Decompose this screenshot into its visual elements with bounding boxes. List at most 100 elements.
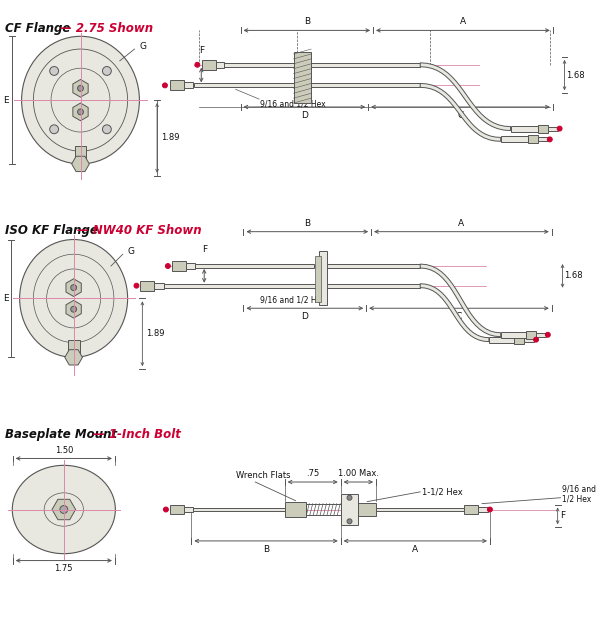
Bar [526,331,536,339]
Text: Wrench Flats: Wrench Flats [236,471,290,480]
Bar [307,503,341,516]
Bar [514,336,524,343]
Text: E: E [3,96,8,105]
Bar [293,52,311,103]
Bar [194,84,310,87]
Bar [191,507,285,511]
Ellipse shape [12,466,115,554]
Circle shape [103,66,112,75]
Text: 1.50: 1.50 [55,446,73,455]
Text: 1.89: 1.89 [161,133,179,142]
Polygon shape [71,156,89,172]
Bar [536,333,546,337]
Circle shape [347,495,352,500]
Circle shape [103,125,112,134]
Text: .75: .75 [306,469,319,478]
Bar [478,507,488,512]
Text: A: A [412,545,418,554]
Text: B: B [263,545,269,554]
Polygon shape [66,279,81,296]
Circle shape [50,125,59,134]
Circle shape [166,264,170,269]
Text: 9/16 and
1/2 Hex: 9/16 and 1/2 Hex [562,484,596,503]
Bar [74,146,86,164]
Text: C: C [456,312,462,321]
Text: Baseplate Mount: Baseplate Mount [5,428,121,441]
Text: E: E [3,294,8,303]
Bar [224,63,310,67]
Polygon shape [66,300,81,318]
Text: 9/16 and 1/2 Hex: 9/16 and 1/2 Hex [260,296,326,305]
Text: B: B [304,17,310,26]
Polygon shape [420,63,511,131]
Bar [511,125,538,132]
Text: C: C [457,111,464,120]
Text: — 1-Inch Bolt: — 1-Inch Bolt [93,428,181,441]
Bar [170,505,184,514]
Bar [170,80,184,90]
Circle shape [545,332,550,337]
Circle shape [60,505,68,513]
Circle shape [134,283,139,288]
Bar [501,332,526,338]
Bar [341,494,358,525]
Bar [285,502,307,518]
Bar [327,264,420,268]
Circle shape [195,62,200,68]
Bar [524,338,534,341]
Circle shape [50,66,59,75]
Ellipse shape [22,36,139,164]
Polygon shape [420,84,501,141]
Text: G: G [139,42,146,51]
Circle shape [547,137,552,142]
Polygon shape [52,500,76,520]
Polygon shape [420,284,489,341]
Circle shape [77,109,83,115]
Bar [311,84,420,87]
Bar [184,507,193,512]
Text: D: D [301,312,308,321]
Bar [489,337,514,343]
Bar [202,60,216,69]
Text: G: G [128,247,134,256]
Text: 1.00 Max.: 1.00 Max. [338,469,379,478]
Bar [184,82,193,88]
Bar [538,125,548,132]
Bar [327,284,420,287]
Text: D: D [301,111,308,120]
Text: B: B [304,219,310,228]
Polygon shape [65,350,82,365]
Bar [538,138,548,141]
Bar [154,283,164,289]
Bar [185,263,196,269]
Bar [216,62,224,68]
Circle shape [347,519,352,524]
Text: 1.89: 1.89 [146,329,165,338]
Ellipse shape [20,240,128,358]
Bar [319,251,327,305]
Bar [548,127,557,131]
Polygon shape [73,80,88,97]
Bar [464,505,478,514]
Text: ISO KF Flange: ISO KF Flange [5,224,102,237]
Polygon shape [420,264,501,337]
Text: 1.75: 1.75 [55,565,73,574]
Circle shape [71,306,77,312]
Bar [196,264,314,268]
Bar [140,281,154,291]
Circle shape [557,126,562,131]
Bar [528,136,538,143]
Text: CF Flange: CF Flange [5,22,74,35]
Text: 1.68: 1.68 [565,271,583,280]
Text: — NW40 KF Shown: — NW40 KF Shown [77,224,201,237]
Text: 1.68: 1.68 [566,71,585,80]
Text: F: F [199,46,204,55]
Bar [501,136,528,142]
Circle shape [533,337,538,342]
Bar [315,256,321,302]
Circle shape [163,83,167,88]
Circle shape [163,507,169,512]
Text: 9/16 and 1/2 Hex: 9/16 and 1/2 Hex [260,99,326,108]
Bar [164,284,324,287]
Polygon shape [73,103,88,121]
